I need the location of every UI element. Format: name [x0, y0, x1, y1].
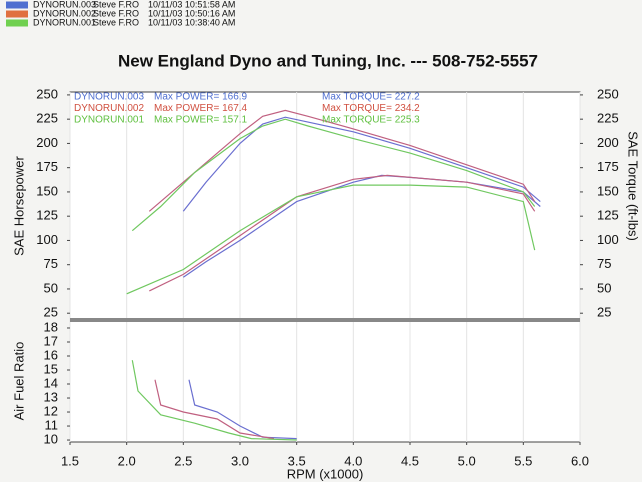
run-label: DYNORUN.003: [74, 92, 144, 103]
legend-name: DYNORUN.002: [33, 8, 96, 18]
y2-tick-label: 225: [597, 111, 619, 126]
y-axis-label: SAE Horsepower: [11, 155, 26, 255]
y-tick-label: 15: [44, 361, 58, 376]
x-tick-label: 4.0: [344, 453, 362, 468]
y-tick-label: 16: [44, 347, 58, 362]
legend-datetime: 10/11/03 10:50:16 AM: [148, 8, 235, 18]
data-line: [182, 116, 541, 212]
y-tick-label: 250: [36, 86, 58, 101]
y2-axis-label: SAE Torque (ft-lbs): [626, 131, 641, 241]
max-power-label: Max POWER= 167.4: [154, 103, 248, 114]
x-tick-label: 5.0: [458, 453, 476, 468]
data-line: [154, 379, 275, 440]
legend-driver: Steve F.RO: [93, 17, 139, 27]
legend-datetime: 10/11/03 10:51:58 AM: [148, 0, 235, 9]
legend-name: DYNORUN.001: [33, 17, 96, 27]
y-tick-label: 150: [36, 183, 58, 198]
y2-tick-label: 250: [597, 86, 619, 101]
y-tick-label: 100: [36, 232, 58, 247]
y2-tick-label: 150: [597, 183, 619, 198]
y2-tick-label: 200: [597, 135, 619, 150]
y-tick-label: 18: [44, 319, 58, 334]
data-line: [126, 184, 536, 295]
chart-title: New England Dyno and Tuning, Inc. --- 50…: [118, 51, 538, 70]
x-tick-label: 6.0: [571, 453, 589, 468]
data-line: [149, 174, 536, 292]
x-tick-label: 3.0: [231, 453, 249, 468]
y2-tick-label: 175: [597, 159, 619, 174]
y2-tick-label: 75: [597, 256, 611, 271]
y2-tick-label: 100: [597, 232, 619, 247]
max-torque-label: Max TORQUE= 234.2: [322, 103, 420, 114]
y-tick-label: 12: [44, 403, 58, 418]
legend-swatch: [6, 10, 28, 18]
x-tick-label: 5.5: [514, 453, 532, 468]
run-label: DYNORUN.001: [74, 115, 144, 126]
max-power-label: Max POWER= 157.1: [154, 115, 248, 126]
legend-driver: Steve F.RO: [93, 0, 139, 9]
y2-tick-label: 25: [597, 305, 611, 320]
y-tick-label: 75: [44, 256, 58, 271]
max-power-label: Max POWER= 166.9: [154, 92, 248, 103]
legend-datetime: 10/11/03 10:38:40 AM: [148, 17, 235, 27]
y-tick-label: 125: [36, 208, 58, 223]
y-tick-label: 50: [44, 280, 58, 295]
legend-name: DYNORUN.003: [33, 0, 96, 9]
legend-swatch: [6, 19, 28, 27]
data-line: [131, 118, 536, 232]
legend-driver: Steve F.RO: [93, 8, 139, 18]
y2-tick-label: 125: [597, 208, 619, 223]
plot-box: [69, 91, 581, 443]
y-tick-label: 13: [44, 389, 58, 404]
y-tick-label: 200: [36, 135, 58, 150]
x-tick-label: 2.5: [174, 453, 192, 468]
y-tick-label: 225: [36, 111, 58, 126]
y-tick-label: 17: [44, 333, 58, 348]
run-label: DYNORUN.002: [74, 103, 144, 114]
x-tick-label: 4.5: [401, 453, 419, 468]
y-tick-label: 175: [36, 159, 58, 174]
y-tick-label: 11: [45, 417, 59, 432]
x-tick-label: 2.0: [118, 453, 136, 468]
y-tick-label: 14: [44, 375, 58, 390]
x-tick-label: 3.5: [288, 453, 306, 468]
y-axis-label: Air Fuel Ratio: [11, 342, 26, 421]
data-line: [182, 174, 541, 278]
legend-swatch: [6, 1, 28, 9]
max-torque-label: Max TORQUE= 227.2: [322, 92, 420, 103]
divider: [70, 318, 580, 322]
data-line: [131, 360, 297, 441]
max-torque-label: Max TORQUE= 225.3: [322, 115, 420, 126]
y-tick-label: 25: [44, 305, 58, 320]
y-tick-label: 10: [44, 431, 58, 446]
x-axis-label: RPM (x1000): [287, 466, 364, 481]
data-line: [148, 109, 536, 212]
y2-tick-label: 50: [597, 280, 611, 295]
x-tick-label: 1.5: [61, 453, 79, 468]
